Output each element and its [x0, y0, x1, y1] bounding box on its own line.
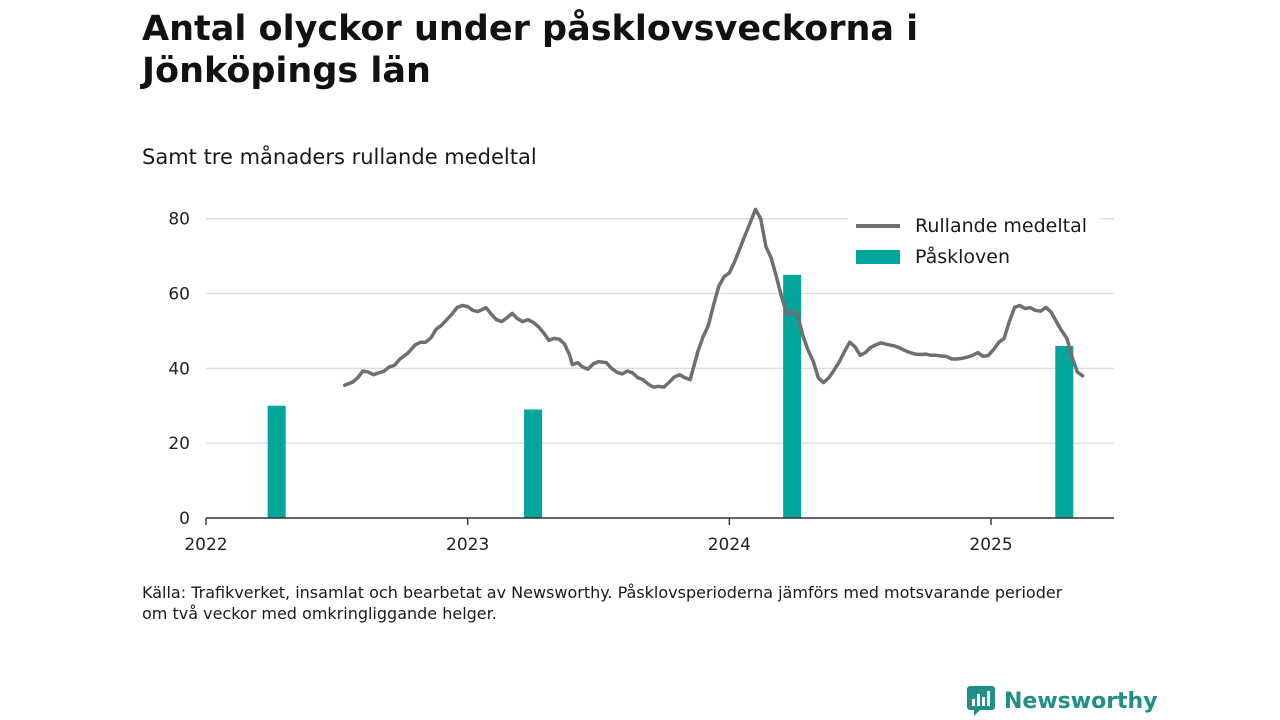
bar — [783, 274, 802, 518]
line-path — [342, 207, 1085, 389]
newsworthy-logo-icon — [967, 686, 995, 716]
brand-logo: Newsworthy — [966, 686, 1158, 716]
y-tick-label: 40 — [168, 359, 190, 379]
x-tick-label: 2024 — [708, 535, 751, 555]
source-line-2: om två veckor med omkringliggande helger… — [142, 604, 497, 623]
x-axis: 2022 2023 2024 2025 — [184, 517, 1114, 555]
legend-label-bar: Påskloven — [915, 245, 1010, 268]
x-tick-label: 2025 — [969, 535, 1012, 555]
legend-swatch-bar — [856, 250, 900, 264]
bar — [1055, 345, 1074, 518]
x-tick-label: 2023 — [446, 535, 489, 555]
bar — [524, 409, 543, 518]
y-axis: 0 20 40 60 80 — [168, 210, 190, 529]
legend-label-line: Rullande medeltal — [915, 215, 1087, 237]
source-line-1: Källa: Trafikverket, insamlat och bearbe… — [142, 583, 1063, 602]
source-note: Källa: Trafikverket, insamlat och bearbe… — [142, 582, 1082, 624]
bar — [267, 405, 286, 518]
line-series — [342, 207, 1085, 389]
y-tick-label: 60 — [168, 285, 190, 305]
y-tick-label: 20 — [168, 434, 190, 454]
bar-series — [267, 274, 1074, 518]
chart-subtitle: Samt tre månaders rullande medeltal — [142, 145, 537, 169]
x-tick-label: 2022 — [184, 535, 227, 555]
y-tick-label: 80 — [168, 210, 190, 230]
chart-title: Antal olyckor under påsklovsveckorna i J… — [142, 9, 919, 91]
y-tick-label: 0 — [179, 509, 190, 529]
legend: Rullande medeltal Påskloven — [848, 212, 1100, 274]
brand-name: Newsworthy — [1004, 688, 1158, 714]
